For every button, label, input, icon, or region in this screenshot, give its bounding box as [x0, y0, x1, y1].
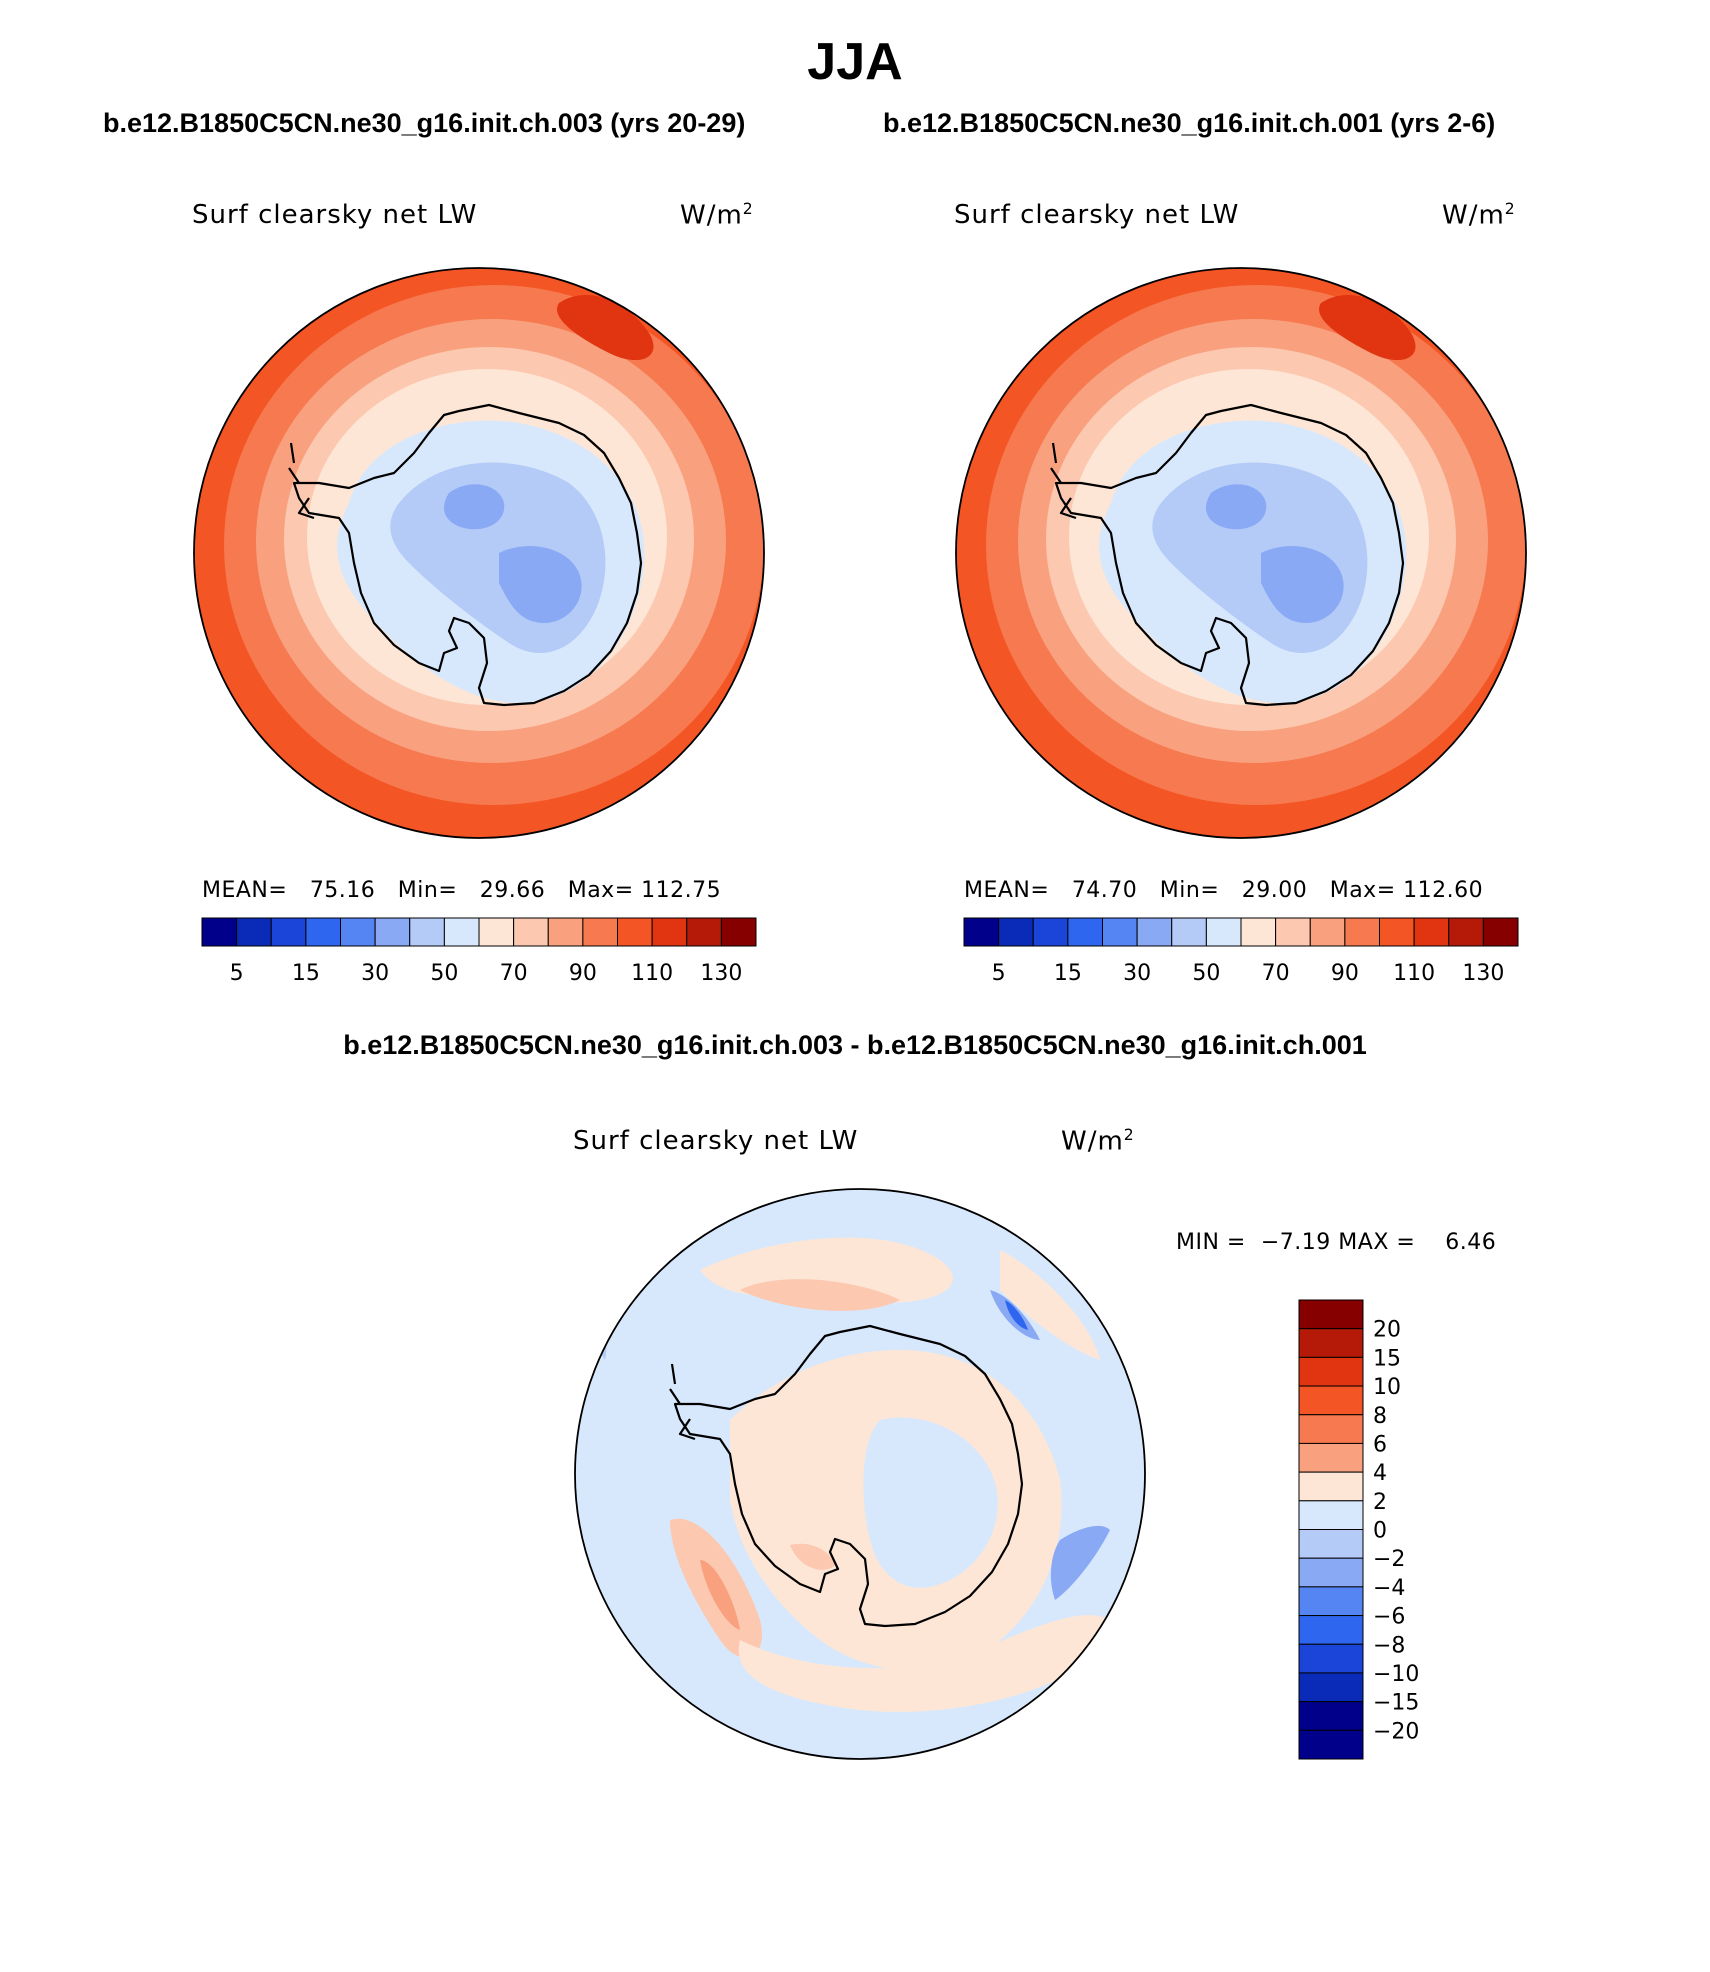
colorbar-tick-label: −2: [1373, 1547, 1405, 1572]
colorbar-box: [478, 917, 515, 947]
colorbar-box: [720, 917, 757, 947]
diff-units: W/m2: [1061, 1126, 1135, 1157]
diff-stats: MIN = −7.19 MAX = 6.46: [1176, 1230, 1497, 1255]
colorbar-box: [1171, 917, 1207, 947]
colorbar-tick-label: 4: [1373, 1461, 1387, 1486]
colorbar-tick-label: 110: [631, 961, 673, 986]
case-title-left: b.e12.B1850C5CN.ne30_g16.init.ch.003 (yr…: [103, 108, 746, 138]
colorbar-tick-label: −8: [1373, 1633, 1405, 1658]
colorbar-box: [1298, 1299, 1364, 1330]
colorbar-box: [513, 917, 549, 947]
colorbar-box: [201, 917, 238, 947]
colorbar-box: [340, 917, 376, 947]
colorbar-box: [1298, 1356, 1364, 1387]
colorbar-box: [1344, 917, 1380, 947]
colorbar-box: [1298, 1529, 1364, 1559]
colorbar-tick-label: 70: [1262, 961, 1290, 986]
colorbar-box: [1298, 1701, 1364, 1731]
colorbar-box: [1205, 917, 1242, 947]
colorbar-box: [1067, 917, 1103, 947]
colorbar-box: [617, 917, 653, 947]
colorbar-tick-label: −20: [1373, 1719, 1419, 1744]
diff-variable: Surf clearsky net LW: [573, 1126, 859, 1156]
colorbar-box: [1298, 1643, 1364, 1674]
colorbar-box: [547, 917, 584, 947]
map-panel-2: [955, 267, 1527, 839]
colorbar-box: [1379, 917, 1415, 947]
colorbar-tick-label: 30: [361, 961, 389, 986]
colorbar-tick-label: 5: [992, 961, 1006, 986]
colorbar-tick-label: −4: [1373, 1576, 1405, 1601]
colorbar-box: [582, 917, 618, 947]
colorbar-box: [1298, 1557, 1364, 1588]
colorbar-box: [1482, 917, 1519, 947]
colorbar-box: [1298, 1500, 1364, 1530]
colorbar-box: [1240, 917, 1277, 947]
colorbar-box: [1298, 1729, 1364, 1760]
colorbar-tick-label: 8: [1373, 1404, 1387, 1429]
colorbar-box: [1298, 1615, 1364, 1645]
colorbar-tick-label: 20: [1373, 1318, 1401, 1343]
colorbar-panel-1: 5 15 30 50 70 90 110 130: [201, 917, 757, 986]
colorbar-box: [270, 917, 307, 947]
colorbar-tick-label: 50: [430, 961, 458, 986]
colorbar-box: [998, 917, 1034, 947]
colorbar-box: [409, 917, 445, 947]
colorbar-tick-label: 90: [569, 961, 597, 986]
panel1-units: W/m2: [680, 200, 754, 231]
colorbar-tick-label: 5: [230, 961, 244, 986]
colorbar-tick-label: 10: [1373, 1375, 1401, 1400]
panel1-variable: Surf clearsky net LW: [192, 200, 478, 230]
colorbar-box: [686, 917, 722, 947]
panel2-stats: MEAN= 74.70 Min= 29.00 Max= 112.60: [964, 878, 1484, 903]
colorbar-box: [1032, 917, 1069, 947]
colorbar-box: [1298, 1328, 1364, 1358]
colorbar-tick-label: 130: [1462, 961, 1504, 986]
colorbar-tick-label: 110: [1393, 961, 1435, 986]
panel2-units: W/m2: [1442, 200, 1516, 231]
case-title-right: b.e12.B1850C5CN.ne30_g16.init.ch.001 (yr…: [883, 108, 1496, 138]
colorbar-box: [305, 917, 341, 947]
colorbar-tick-label: 15: [1373, 1346, 1401, 1371]
colorbar-box: [651, 917, 688, 947]
colorbar-box: [1298, 1471, 1364, 1502]
map-panel-1: [193, 267, 765, 839]
colorbar-tick-label: 70: [500, 961, 528, 986]
colorbar-box: [1136, 917, 1173, 947]
colorbar-tick-label: 15: [1054, 961, 1082, 986]
colorbar-box: [1102, 917, 1138, 947]
colorbar-tick-label: 130: [700, 961, 742, 986]
colorbar-tick-label: 6: [1373, 1432, 1387, 1457]
main-title: JJA: [807, 33, 903, 91]
colorbar-tick-label: 90: [1331, 961, 1359, 986]
diff-title: b.e12.B1850C5CN.ne30_g16.init.ch.003 - b…: [343, 1030, 1367, 1060]
colorbar-box: [1298, 1586, 1364, 1617]
colorbar-box: [1298, 1414, 1364, 1444]
map-panel-diff: [574, 1188, 1146, 1760]
colorbar-box: [1309, 917, 1346, 947]
panel1-stats: MEAN= 75.16 Min= 29.66 Max= 112.75: [202, 878, 722, 903]
colorbar-box: [236, 917, 272, 947]
colorbar-tick-label: 15: [292, 961, 320, 986]
colorbar-tick-label: −10: [1373, 1662, 1419, 1687]
colorbar-box: [443, 917, 480, 947]
colorbar-box: [1298, 1385, 1364, 1416]
colorbar-box: [1298, 1442, 1364, 1473]
colorbar-tick-label: 30: [1123, 961, 1151, 986]
colorbar-tick-label: 0: [1373, 1519, 1387, 1544]
colorbar-box: [1275, 917, 1311, 947]
colorbar-box: [1298, 1672, 1364, 1703]
colorbar-panel-2: 5 15 30 50 70 90 110 130: [963, 917, 1519, 986]
panel2-variable: Surf clearsky net LW: [954, 200, 1240, 230]
colorbar-tick-label: 50: [1192, 961, 1220, 986]
colorbar-tick-label: 2: [1373, 1490, 1387, 1515]
colorbar-tick-label: −15: [1373, 1691, 1419, 1716]
colorbar-tick-label: −6: [1373, 1605, 1405, 1630]
colorbar-box: [1448, 917, 1484, 947]
colorbar-box: [374, 917, 411, 947]
colorbar-box: [963, 917, 1000, 947]
colorbar-box: [1413, 917, 1450, 947]
